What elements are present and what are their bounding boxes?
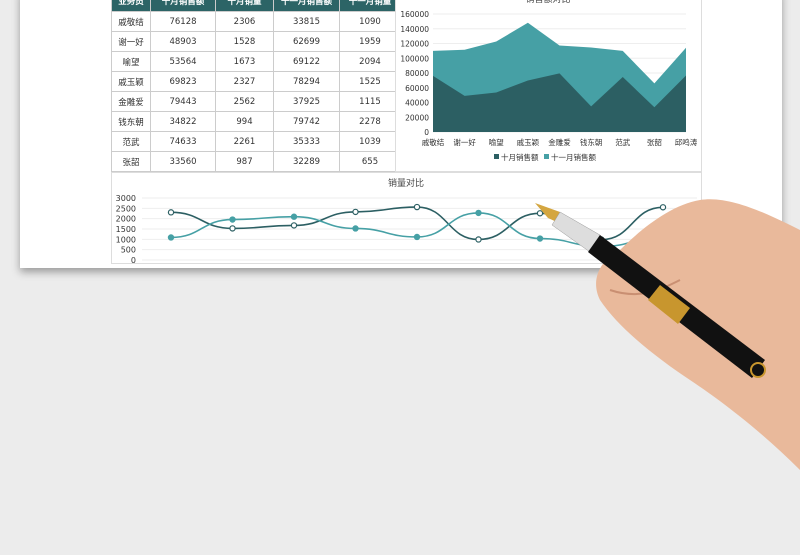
x-tick-label: 张韶: [647, 137, 662, 147]
data-point: [167, 209, 175, 216]
data-point: [475, 236, 482, 243]
table-row: 张韶 33560 987 32289 655: [111, 151, 401, 172]
y-tick-label: 80000: [405, 69, 429, 78]
legend-swatch: [494, 154, 499, 159]
data-point: [659, 204, 667, 211]
data-point: [290, 213, 298, 220]
x-tick-label: 谢一好: [453, 137, 476, 147]
y-tick-label: 120000: [400, 40, 429, 49]
data-point: [229, 225, 236, 232]
sales-amount-area-chart: 销售额对比 0 20000 40000 60000 80000 100000 120000 14…: [395, 0, 702, 172]
table-row: 金雕爱 79443 2562 37925 1115: [111, 91, 401, 112]
y-tick-label: 140000: [400, 25, 429, 34]
x-tick-label: 喻望: [489, 137, 504, 147]
chart-title: 销售额对比: [525, 0, 570, 5]
y-tick-label: 0: [131, 256, 136, 264]
area-series-october: [433, 73, 686, 132]
y-tick-label: 500: [121, 246, 136, 255]
y-tick-label: 3000: [116, 194, 136, 203]
data-point: [475, 209, 482, 217]
x-tick-label: 邱鸣涛: [675, 137, 698, 147]
data-point: [229, 216, 236, 223]
legend-label: 十月销售额: [501, 152, 539, 162]
y-tick-label: 40000: [405, 99, 429, 108]
table-row: 钱东朝 34822 994 79742 2278: [111, 111, 401, 132]
data-point: [536, 210, 544, 217]
y-tick-label: 1000: [116, 235, 136, 244]
x-tick-label: 范武: [615, 137, 630, 147]
data-point: [167, 234, 175, 241]
data-point: [413, 203, 421, 211]
y-tick-label: 60000: [405, 84, 429, 93]
y-tick-label: 1500: [116, 225, 136, 234]
y-tick-label: 2500: [116, 204, 136, 213]
table-row: 喻望 53564 1673 69122 2094: [111, 51, 401, 72]
sales-table: 业务员 十月销售额 十月销量 十一月销售额 十一月销量 戚敬结 76128 2306 33815…: [111, 0, 401, 192]
fountain-pen-icon: [535, 203, 766, 378]
x-tick-label: 金雕爱: [548, 137, 571, 147]
x-tick-label: 戚玉颖: [517, 137, 540, 147]
data-point: [413, 233, 421, 241]
y-tick-label: 20000: [405, 113, 429, 122]
data-point: [352, 225, 359, 232]
y-tick-label: 160000: [400, 10, 429, 19]
data-point: [352, 208, 359, 216]
data-point: [536, 235, 544, 242]
chart-title: 销量对比: [388, 177, 424, 189]
data-point: [290, 222, 298, 229]
y-tick-label: 100000: [400, 54, 429, 63]
x-tick-label: 戚敬结: [422, 137, 445, 147]
legend-label: 十一月销售额: [551, 152, 596, 162]
y-tick-label: 0: [424, 128, 429, 137]
legend-swatch: [544, 154, 549, 159]
x-tick-label: 钱东朝: [580, 137, 603, 147]
y-tick-label: 2000: [116, 215, 136, 224]
